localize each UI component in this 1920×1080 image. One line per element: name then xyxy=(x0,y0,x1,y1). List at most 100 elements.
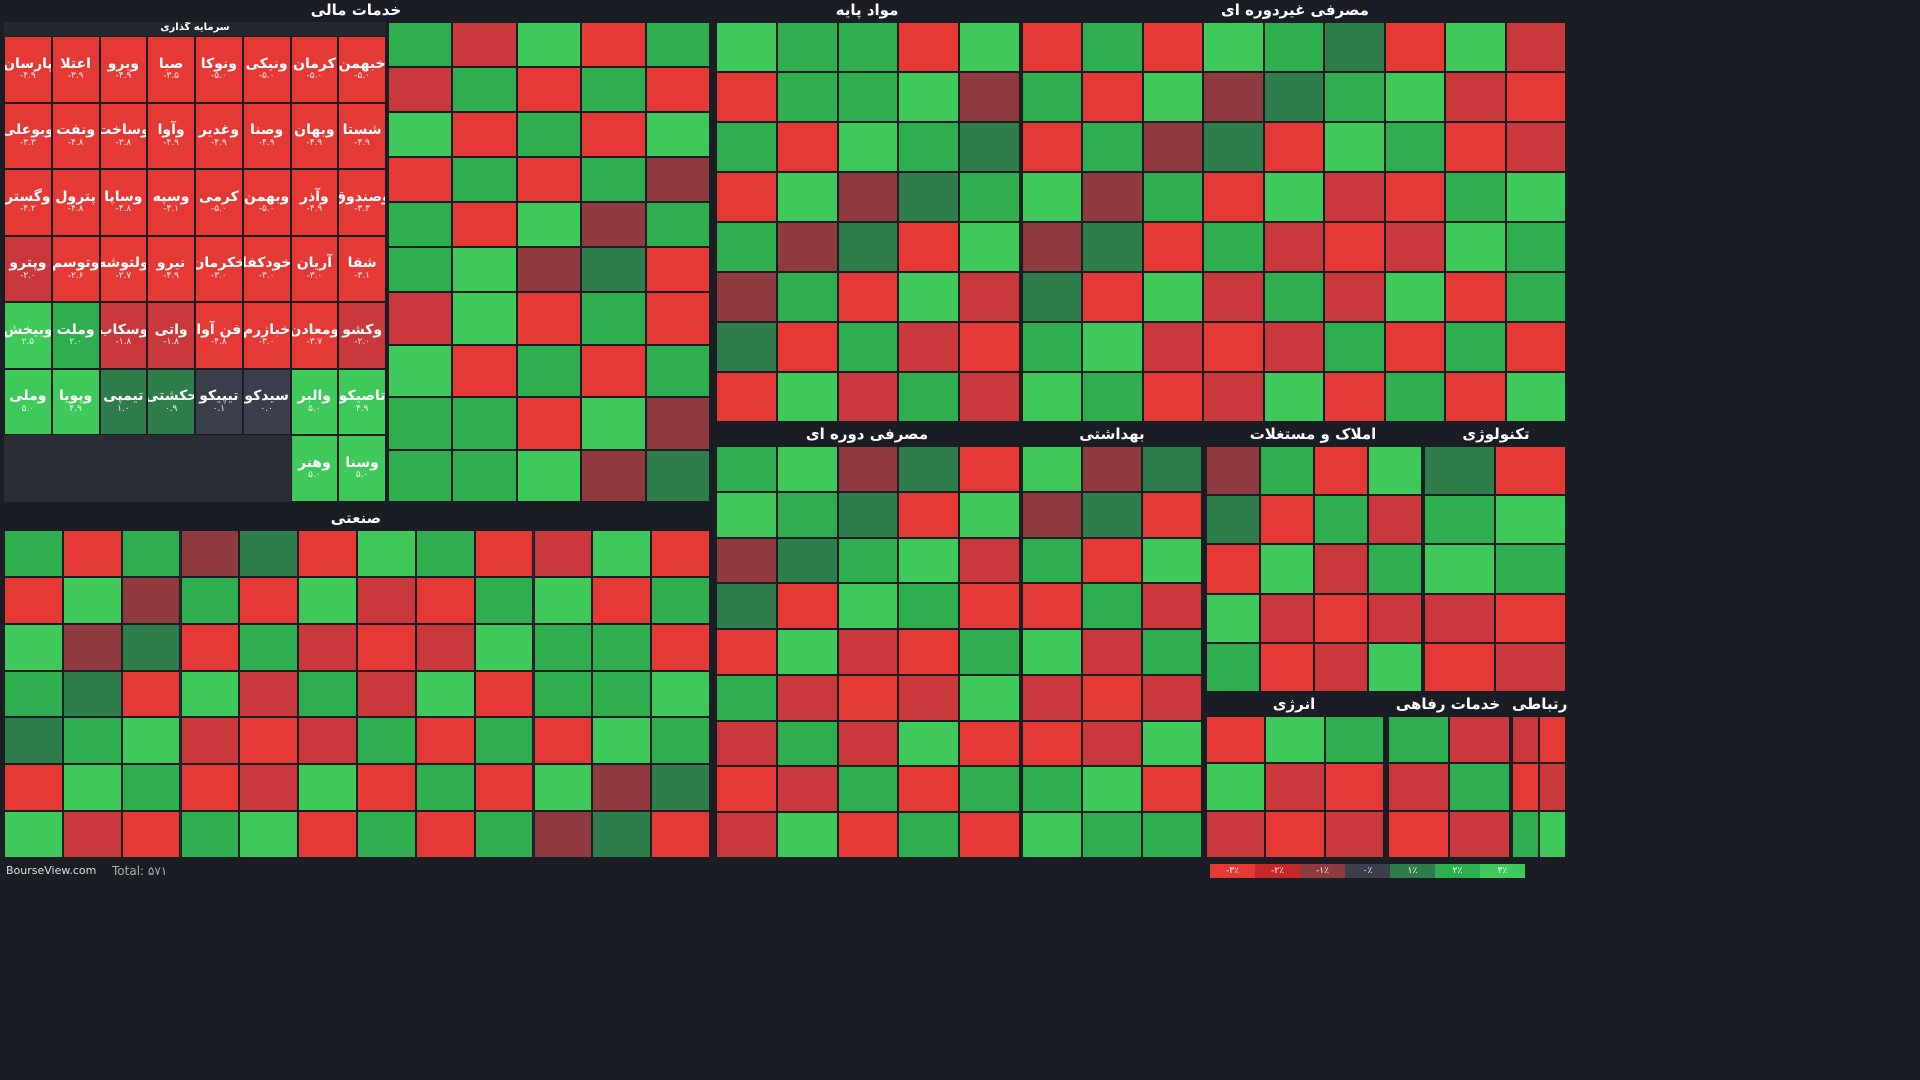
stock-tile[interactable] xyxy=(776,22,838,72)
stock-tile[interactable] xyxy=(837,720,899,767)
stock-tile[interactable] xyxy=(1260,495,1314,545)
stock-tile[interactable] xyxy=(581,202,646,247)
stock-tile[interactable] xyxy=(1142,72,1204,122)
stock-tile[interactable] xyxy=(1263,322,1325,372)
stock-tile[interactable] xyxy=(415,811,475,858)
stock-tile[interactable] xyxy=(1539,810,1566,858)
stock-tile[interactable] xyxy=(1368,544,1422,594)
stock-tile[interactable] xyxy=(837,22,899,72)
stock-tile[interactable] xyxy=(592,811,652,858)
stock-tile[interactable] xyxy=(357,670,416,718)
stock-tile[interactable] xyxy=(959,491,1020,538)
stock-tile[interactable] xyxy=(121,670,181,718)
stock-tile[interactable] xyxy=(474,623,534,671)
stock-tile[interactable]: خودکفا -۳.۰ xyxy=(242,235,291,303)
stock-tile[interactable] xyxy=(415,530,475,577)
stock-tile[interactable] xyxy=(4,576,63,624)
stock-tile[interactable]: وملت ۲.۰ xyxy=(51,302,100,369)
stock-tile[interactable] xyxy=(837,446,899,492)
stock-tile[interactable] xyxy=(959,629,1020,675)
stock-tile[interactable] xyxy=(581,292,646,345)
stock-tile[interactable]: وسکاب -۱.۸ xyxy=(99,302,148,369)
stock-tile[interactable] xyxy=(1539,716,1566,764)
stock-tile[interactable]: صبا -۳.۵ xyxy=(147,36,195,103)
stock-tile[interactable] xyxy=(898,812,960,858)
stock-tile[interactable] xyxy=(388,292,453,345)
stock-tile[interactable] xyxy=(581,397,646,450)
stock-tile[interactable] xyxy=(1206,642,1260,692)
stock-tile[interactable] xyxy=(645,157,710,202)
stock-tile[interactable] xyxy=(1445,222,1506,272)
stock-tile[interactable] xyxy=(1082,372,1143,422)
stock-tile[interactable] xyxy=(645,397,710,450)
stock-tile[interactable] xyxy=(898,766,960,813)
stock-tile[interactable] xyxy=(776,766,838,813)
stock-tile[interactable] xyxy=(837,122,899,172)
stock-tile[interactable] xyxy=(716,222,777,272)
stock-tile[interactable] xyxy=(415,576,475,624)
stock-tile[interactable] xyxy=(452,22,517,67)
stock-tile[interactable] xyxy=(837,629,899,675)
stock-tile[interactable] xyxy=(1206,593,1260,643)
stock-tile[interactable]: ونوکا -۵.۰ xyxy=(195,36,243,103)
stock-tile[interactable] xyxy=(898,720,960,767)
stock-tile[interactable] xyxy=(1142,674,1202,721)
stock-tile[interactable] xyxy=(1082,491,1142,538)
stock-tile[interactable]: شستا -۴.۹ xyxy=(338,102,386,170)
stock-tile[interactable] xyxy=(1512,810,1539,858)
stock-tile[interactable] xyxy=(239,717,299,765)
stock-tile[interactable] xyxy=(298,530,357,577)
stock-tile[interactable]: آریان -۳.۰ xyxy=(290,235,339,303)
stock-tile[interactable] xyxy=(1142,537,1202,584)
stock-tile[interactable] xyxy=(1424,446,1495,496)
stock-tile[interactable] xyxy=(415,764,475,812)
stock-tile[interactable] xyxy=(298,717,357,765)
stock-tile[interactable] xyxy=(1445,372,1506,422)
stock-tile[interactable] xyxy=(1206,544,1260,594)
stock-tile[interactable] xyxy=(516,22,582,67)
stock-tile[interactable] xyxy=(121,623,181,671)
stock-tile[interactable] xyxy=(298,811,357,858)
stock-tile[interactable] xyxy=(1206,446,1260,496)
stock-tile[interactable] xyxy=(388,67,453,112)
stock-tile[interactable] xyxy=(1142,122,1204,172)
stock-tile[interactable] xyxy=(516,449,582,502)
stock-tile[interactable] xyxy=(239,623,299,671)
stock-tile[interactable] xyxy=(1265,810,1325,858)
stock-tile[interactable] xyxy=(776,122,838,172)
stock-tile[interactable] xyxy=(4,764,63,812)
stock-tile[interactable] xyxy=(1263,372,1325,422)
stock-tile[interactable]: خکرمان -۳.۰ xyxy=(195,235,243,303)
stock-tile[interactable] xyxy=(1324,22,1385,72)
stock-tile[interactable] xyxy=(1505,172,1566,222)
stock-tile[interactable] xyxy=(837,172,899,222)
stock-tile[interactable] xyxy=(180,811,240,858)
stock-tile[interactable] xyxy=(1022,766,1082,813)
stock-tile[interactable] xyxy=(1368,495,1422,545)
stock-tile[interactable] xyxy=(959,222,1020,272)
stock-tile[interactable] xyxy=(1368,642,1422,692)
stock-tile[interactable] xyxy=(357,811,416,858)
stock-tile[interactable] xyxy=(180,670,240,718)
stock-tile[interactable] xyxy=(121,764,181,812)
stock-tile[interactable] xyxy=(1265,716,1325,764)
stock-tile[interactable] xyxy=(1424,642,1495,692)
stock-tile[interactable] xyxy=(776,72,838,122)
stock-tile[interactable] xyxy=(645,292,710,345)
stock-tile[interactable] xyxy=(516,202,582,247)
stock-tile[interactable] xyxy=(4,811,63,858)
stock-tile[interactable] xyxy=(388,112,453,157)
stock-tile[interactable] xyxy=(776,372,838,422)
stock-tile[interactable] xyxy=(959,272,1020,322)
stock-tile[interactable] xyxy=(533,623,593,671)
stock-tile[interactable] xyxy=(474,717,534,765)
stock-tile[interactable] xyxy=(898,272,960,322)
stock-tile[interactable] xyxy=(388,157,453,202)
stock-tile[interactable] xyxy=(1539,763,1566,811)
stock-tile[interactable] xyxy=(1022,372,1083,422)
stock-tile[interactable] xyxy=(452,344,517,397)
stock-tile[interactable]: وبهان -۴.۹ xyxy=(290,102,339,170)
stock-tile[interactable] xyxy=(1384,72,1446,122)
stock-tile[interactable] xyxy=(298,670,357,718)
stock-tile[interactable]: وبهمن -۵.۰ xyxy=(242,169,291,236)
